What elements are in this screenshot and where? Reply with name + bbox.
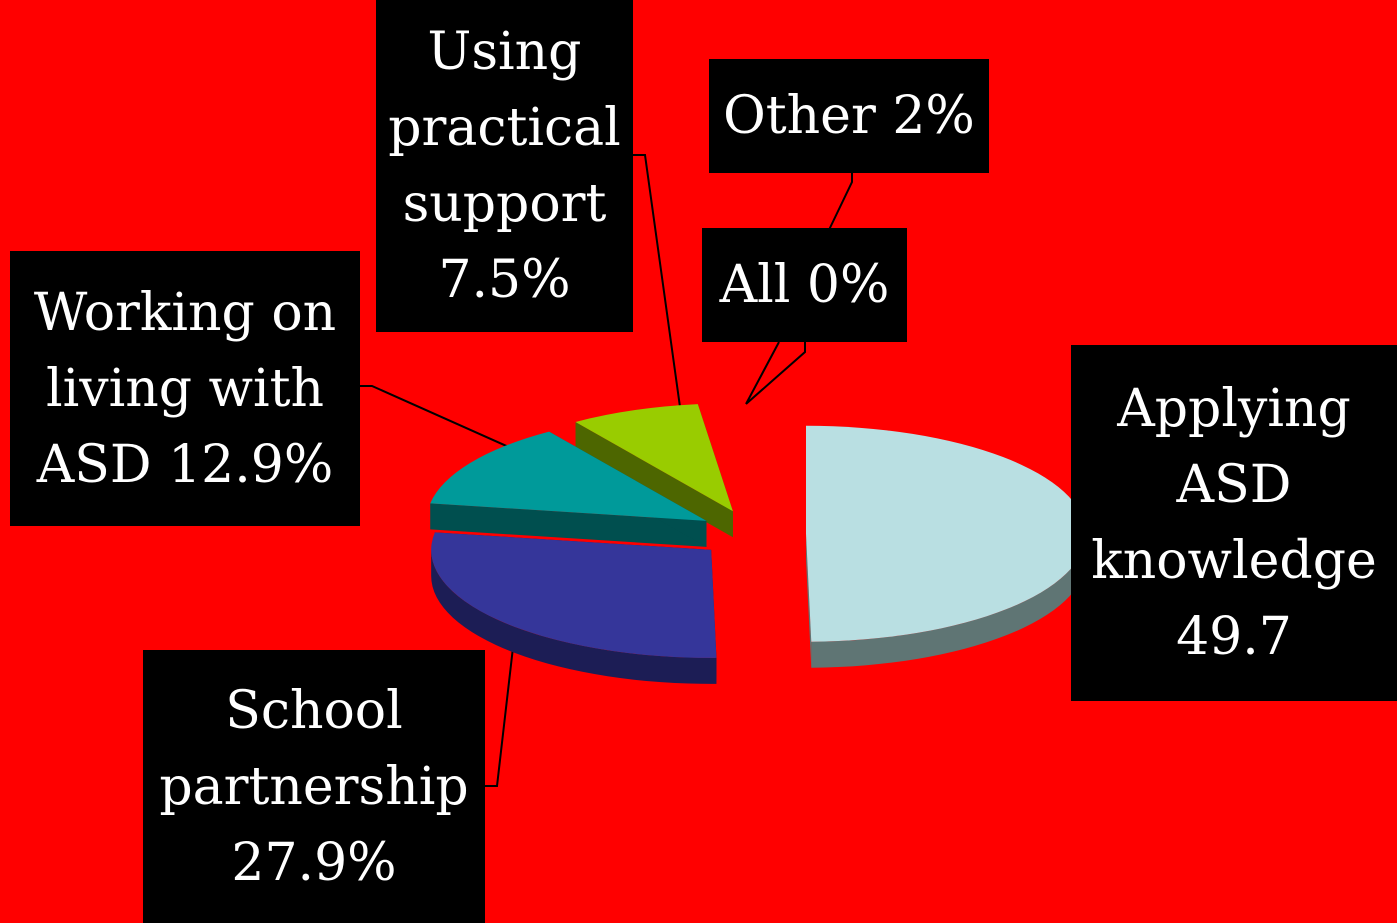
pie-top-working-on-living-with-asd <box>430 431 707 521</box>
leader-line-all <box>745 341 806 405</box>
data-label-using-practical-support: Using practical support 7.5% <box>376 0 633 332</box>
pie-top-school-partnership <box>431 532 717 658</box>
pie-edge-applying-asd-knowledge-1 <box>805 533 812 668</box>
data-label-other: Other 2% <box>709 59 989 173</box>
data-label-applying-asd-knowledge: Applying ASD knowledge 49.7 <box>1071 345 1397 701</box>
pie-top-applying-asd-knowledge <box>805 425 1086 642</box>
pie-side-applying-asd-knowledge <box>811 533 1086 668</box>
pie-slice-school-partnership <box>431 532 717 684</box>
pie-slice-working-on-living-with-asd <box>430 431 707 547</box>
leader-line-school-partnership <box>485 629 516 787</box>
pie-edge-working-on-living-with-asd-0 <box>430 503 707 547</box>
leader-line-using-practical-support <box>633 154 681 408</box>
pie-top-using-practical-support <box>575 404 733 512</box>
data-label-all: All 0% <box>702 228 907 342</box>
pie-edge-using-practical-support-0 <box>575 421 733 538</box>
pie-slices <box>430 404 1086 684</box>
leader-line-other <box>827 173 853 233</box>
data-label-working-on-living-with-asd: Working on living with ASD 12.9% <box>10 251 360 526</box>
leader-line-working-on-living-with-asd <box>360 385 521 453</box>
data-label-school-partnership: School partnership 27.9% <box>143 650 485 923</box>
pie-slice-applying-asd-knowledge <box>805 425 1086 668</box>
pie-slice-using-practical-support <box>575 404 733 538</box>
pie-side-school-partnership <box>431 549 717 684</box>
